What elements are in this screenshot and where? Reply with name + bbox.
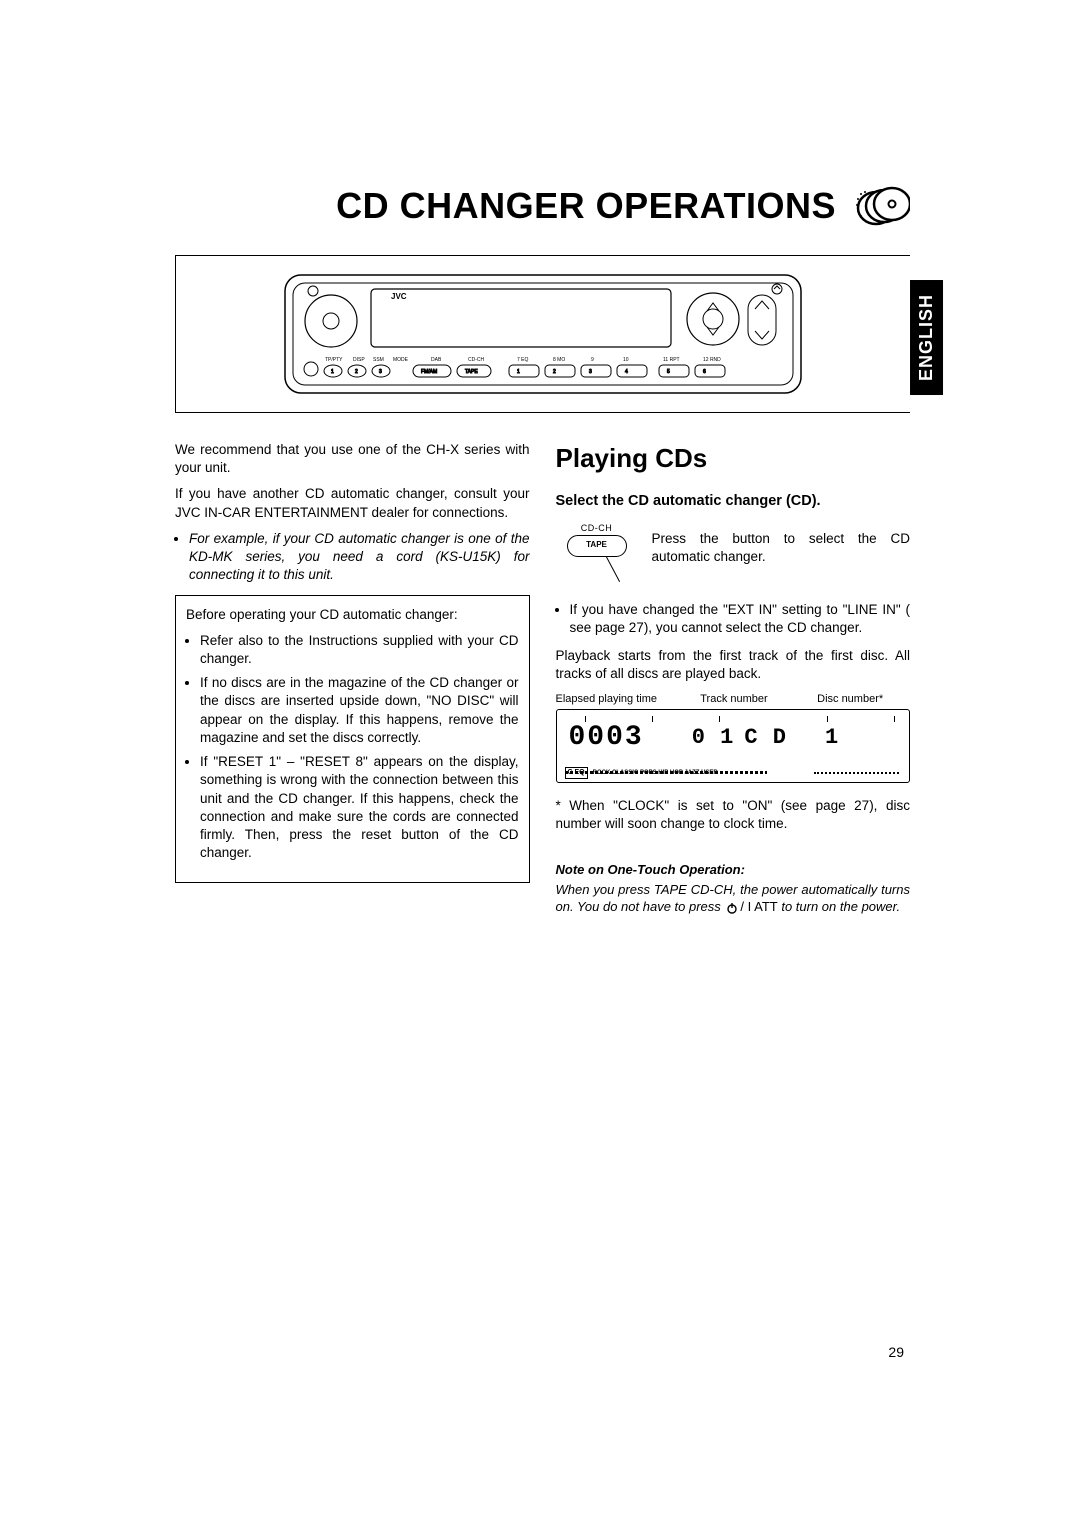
playback-text: Playback starts from the first track of … — [556, 647, 911, 683]
svg-text:2: 2 — [553, 369, 556, 375]
asterisk-note: * When "CLOCK" is set to "ON" (see page … — [556, 797, 911, 833]
select-heading: Select the CD automatic changer (CD). — [556, 492, 911, 512]
note-body: When you press TAPE CD-CH, the power aut… — [556, 881, 911, 919]
svg-text:DISP: DISP — [353, 357, 365, 363]
seg-time: 0003 — [569, 724, 644, 752]
svg-text:TP/PTY: TP/PTY — [325, 357, 343, 363]
language-tab: ENGLISH — [910, 280, 943, 395]
svg-text:TAPE: TAPE — [465, 369, 478, 375]
eq-modes: ROCK CLASSIC POPS HIP HOP JAZZ USER — [593, 769, 718, 777]
before-operating-box: Before operating your CD automatic chang… — [175, 595, 530, 884]
label-disc: Disc number* — [817, 692, 910, 707]
extin-bullet: If you have changed the "EXT IN" setting… — [570, 601, 911, 637]
svg-text:10: 10 — [623, 357, 629, 363]
ceq-tag: C EQ — [565, 767, 588, 778]
label-track: Track number — [700, 692, 793, 707]
left-p1: We recommend that you use one of the CH-… — [175, 441, 530, 477]
pointer-line — [606, 557, 620, 582]
box-bullet-2: If no discs are in the magazine of the C… — [200, 674, 519, 747]
svg-text:5: 5 — [667, 369, 670, 375]
svg-text:FM/AM: FM/AM — [421, 369, 437, 375]
seg-disc: C D — [744, 727, 787, 749]
tape-shape: TAPE — [567, 535, 627, 557]
svg-text:3: 3 — [379, 369, 382, 375]
svg-text:12 RND: 12 RND — [703, 357, 721, 363]
note-body-b: to turn on the power. — [781, 899, 900, 914]
title-row: CD CHANGER OPERATIONS — [175, 185, 910, 227]
press-text: Press the button to select the CD automa… — [652, 530, 911, 566]
svg-text:1: 1 — [331, 369, 334, 375]
page-title: CD CHANGER OPERATIONS — [336, 185, 836, 227]
left-p2: If you have another CD automatic changer… — [175, 485, 530, 521]
svg-text:4: 4 — [625, 369, 628, 375]
svg-text:7 EQ: 7 EQ — [517, 357, 529, 363]
svg-text:11 RPT: 11 RPT — [663, 357, 680, 363]
label-elapsed: Elapsed playing time — [556, 692, 677, 707]
box-intro: Before operating your CD automatic chang… — [186, 606, 519, 624]
right-column: Playing CDs Select the CD automatic chan… — [556, 441, 911, 919]
svg-text:DAB: DAB — [431, 357, 442, 363]
svg-text:8 MO: 8 MO — [553, 357, 565, 363]
seg-track: 0 1 — [692, 727, 735, 749]
playing-cds-heading: Playing CDs — [556, 441, 911, 476]
svg-text:MODE: MODE — [393, 357, 409, 363]
radio-illustration: JVC TP/PTY DISP SSM MODE DAB CD-CH 7 EQ 8 MO 9… — [175, 255, 910, 413]
svg-text:CD-CH: CD-CH — [468, 357, 484, 363]
tape-button-diagram: CD-CH TAPE — [556, 522, 638, 585]
lcd-display: 0003 0 1 C D 1 C EQ ROCK CLASSIC POPS HI… — [556, 709, 911, 783]
left-italic-bullet: For example, if your CD automatic change… — [189, 530, 530, 585]
left-column: We recommend that you use one of the CH-… — [175, 441, 530, 919]
box-bullet-1: Refer also to the Instructions supplied … — [200, 632, 519, 668]
power-icon — [726, 901, 738, 919]
brand-label: JVC — [391, 292, 407, 301]
svg-text:SSM: SSM — [373, 357, 384, 363]
page-number: 29 — [888, 1344, 904, 1360]
att-text: / I ATT — [740, 899, 777, 914]
svg-text:1: 1 — [517, 369, 520, 375]
seg-right: 1 — [825, 727, 839, 749]
svg-text:6: 6 — [703, 369, 706, 375]
svg-text:3: 3 — [589, 369, 592, 375]
svg-text:2: 2 — [355, 369, 358, 375]
tape-button-row: CD-CH TAPE Press the button to select th… — [556, 522, 911, 585]
box-bullet-3: If "RESET 1" – "RESET 8" appears on the … — [200, 753, 519, 862]
note-heading: Note on One-Touch Operation: — [556, 861, 911, 879]
cd-stack-icon — [854, 186, 910, 226]
cdch-label: CD-CH — [556, 522, 638, 534]
display-labels: Elapsed playing time Track number Disc n… — [556, 692, 911, 707]
svg-text:9: 9 — [591, 357, 594, 363]
